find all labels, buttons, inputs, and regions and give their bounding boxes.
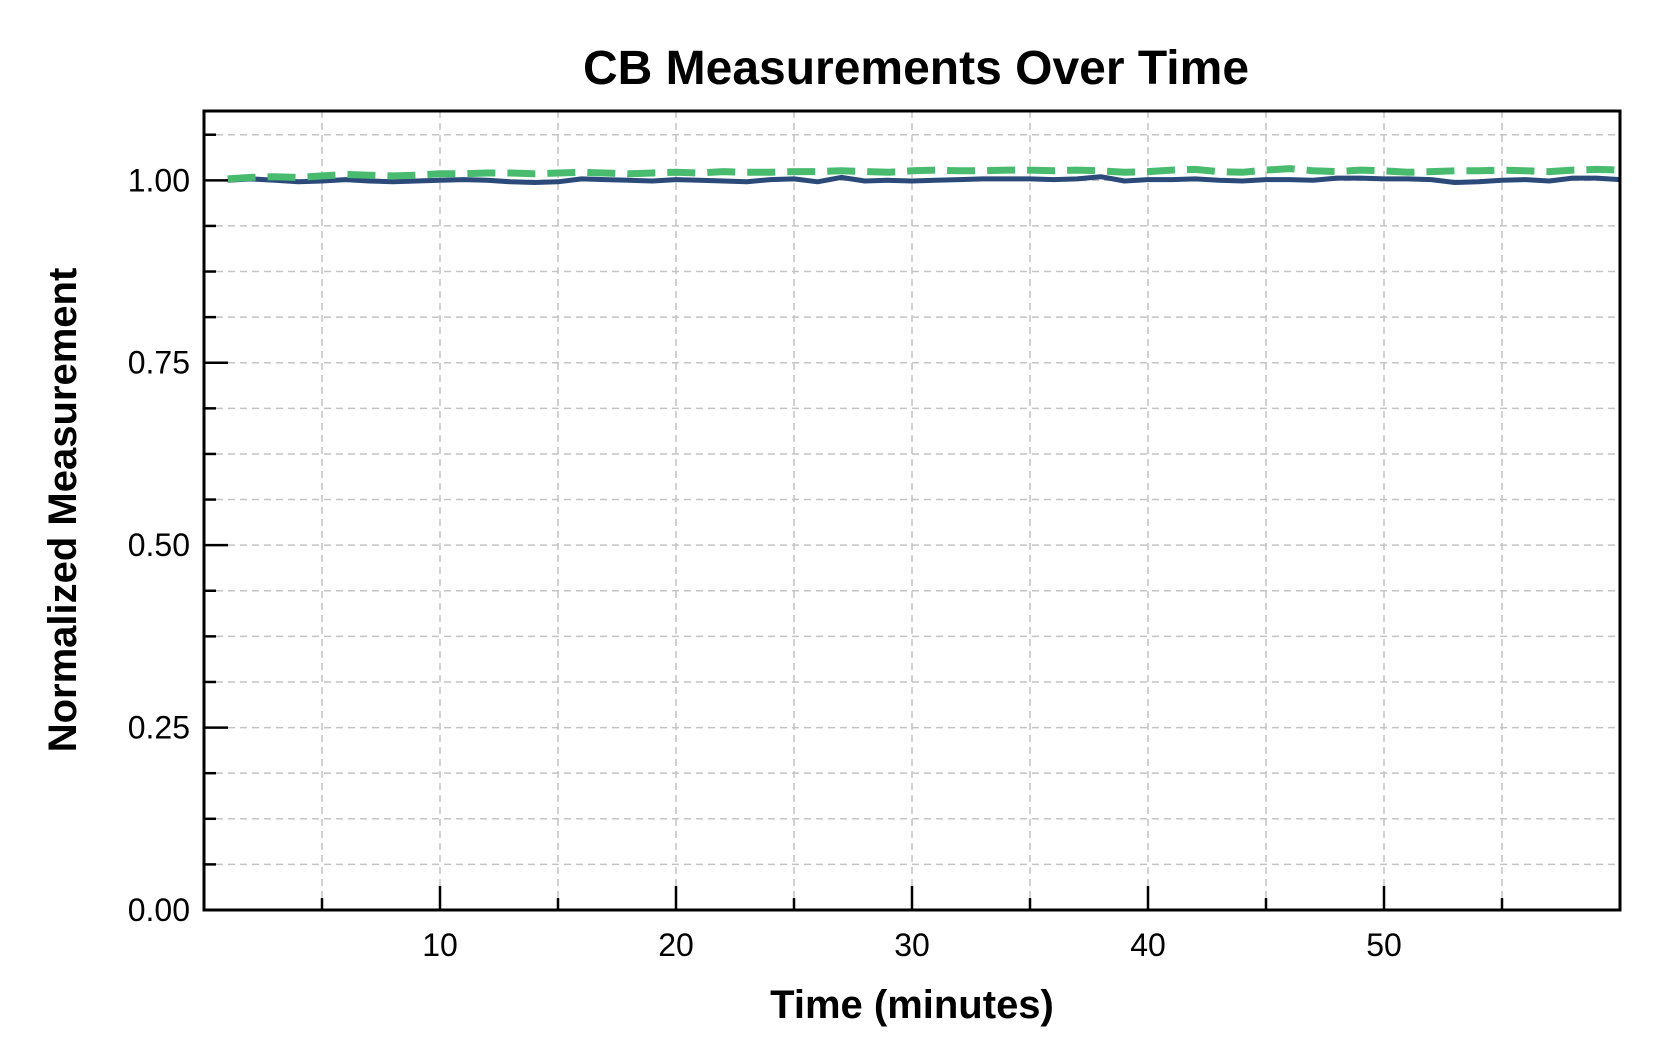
x-tick-label: 40 (1130, 927, 1166, 963)
y-tick-label: 0.50 (128, 527, 190, 563)
x-tick-label: 50 (1366, 927, 1402, 963)
series-line-2 (227, 165, 1621, 183)
series-lines (227, 165, 1621, 185)
y-tick-label: 0.75 (128, 345, 190, 381)
y-axis-label: Normalized Measurement (41, 268, 85, 753)
tick-labels: 10 20 30 40 50 0.00 0.25 0.50 0.75 1.00 (128, 162, 1402, 963)
y-tick-label: 0.25 (128, 710, 190, 746)
grid (204, 111, 1620, 911)
y-tick-label: 0.00 (128, 892, 190, 928)
y-tick-label: 1.00 (128, 162, 190, 198)
x-axis-label: Time (minutes) (770, 983, 1054, 1027)
x-tick-label: 30 (894, 927, 930, 963)
chart-title: CB Measurements Over Time (583, 42, 1249, 95)
axis-ticks (204, 133, 1504, 912)
x-tick-label: 10 (422, 927, 458, 963)
series-line-1 (227, 174, 1621, 185)
x-tick-label: 20 (658, 927, 694, 963)
